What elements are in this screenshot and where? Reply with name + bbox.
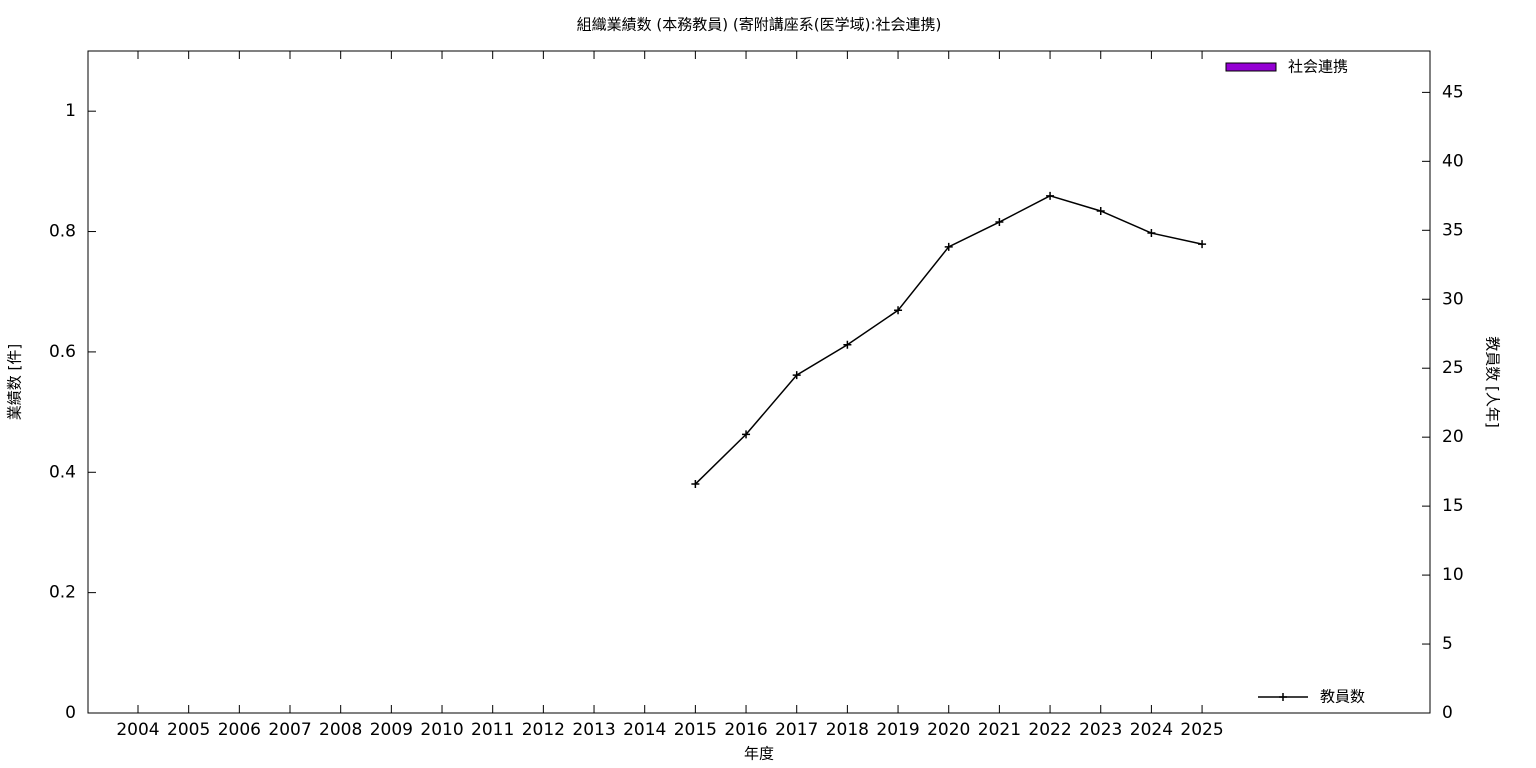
y2-tick-label: 25 [1442, 358, 1464, 378]
y2-tick-label: 40 [1442, 151, 1464, 171]
x-tick-label: 2024 [1130, 720, 1173, 740]
y2-tick-label: 15 [1442, 496, 1464, 516]
x-tick-label: 2022 [1028, 720, 1071, 740]
x-axis-label: 年度 [744, 745, 774, 763]
x-tick-label: 2025 [1180, 720, 1223, 740]
y-tick-label: 0.4 [49, 462, 76, 482]
legend-swatch [1225, 62, 1277, 72]
x-tick-label: 2010 [420, 720, 463, 740]
point-marker [1147, 229, 1156, 238]
x-tick-label: 2009 [370, 720, 413, 740]
x-tick-label: 2011 [471, 720, 514, 740]
y2-tick-label: 45 [1442, 82, 1464, 102]
x-tick-label: 2008 [319, 720, 362, 740]
y-tick-label: 0.8 [49, 222, 76, 242]
y-tick-label: 0 [65, 703, 76, 723]
x-tick-label: 2019 [876, 720, 919, 740]
y2-tick-label: 0 [1442, 703, 1453, 723]
y-tick-label: 1 [65, 101, 76, 121]
point-marker [691, 480, 700, 489]
y-tick-label: 0.6 [49, 342, 76, 362]
point-marker [995, 218, 1004, 227]
line [694, 195, 1203, 485]
point-marker [742, 430, 751, 439]
x-tick-label: 2013 [572, 720, 615, 740]
point-marker [1046, 191, 1055, 200]
x-tick-label: 2017 [775, 720, 818, 740]
legend-label: 教員数 [1320, 688, 1365, 706]
point-marker [792, 371, 801, 380]
y2-tick-label: 30 [1442, 289, 1464, 309]
x-tick-label: 2016 [724, 720, 767, 740]
x-tick-label: 2006 [218, 720, 261, 740]
point-marker [944, 242, 953, 251]
y-tick-label: 0.2 [49, 583, 76, 603]
x-tick-label: 2012 [522, 720, 565, 740]
chart-title: 組織業績数 (本務教員) (寄附講座系(医学域):社会連携) [577, 16, 942, 34]
x-tick-label: 2007 [268, 720, 311, 740]
plot-frame [87, 50, 1431, 714]
legend-label: 社会連携 [1288, 58, 1348, 76]
y2-tick-label: 35 [1442, 220, 1464, 240]
x-tick-label: 2015 [674, 720, 717, 740]
y2-axis-label: 教員数 [人年] [1484, 336, 1502, 427]
x-tick-label: 2014 [623, 720, 666, 740]
y2-tick-label: 10 [1442, 565, 1464, 585]
x-tick-label: 2023 [1079, 720, 1122, 740]
x-tick-label: 2004 [116, 720, 159, 740]
point-marker [894, 306, 903, 315]
y2-tick-label: 20 [1442, 427, 1464, 447]
point-marker [843, 340, 852, 349]
x-tick-label: 2018 [826, 720, 869, 740]
x-tick-label: 2005 [167, 720, 210, 740]
y-axis-label: 業績数 [件] [6, 344, 24, 420]
y2-tick-label: 5 [1442, 634, 1453, 654]
x-tick-label: 2021 [978, 720, 1021, 740]
point-marker [1198, 240, 1207, 249]
legend-marker [1279, 693, 1287, 701]
x-tick-label: 2020 [927, 720, 970, 740]
point-marker [1096, 206, 1105, 215]
